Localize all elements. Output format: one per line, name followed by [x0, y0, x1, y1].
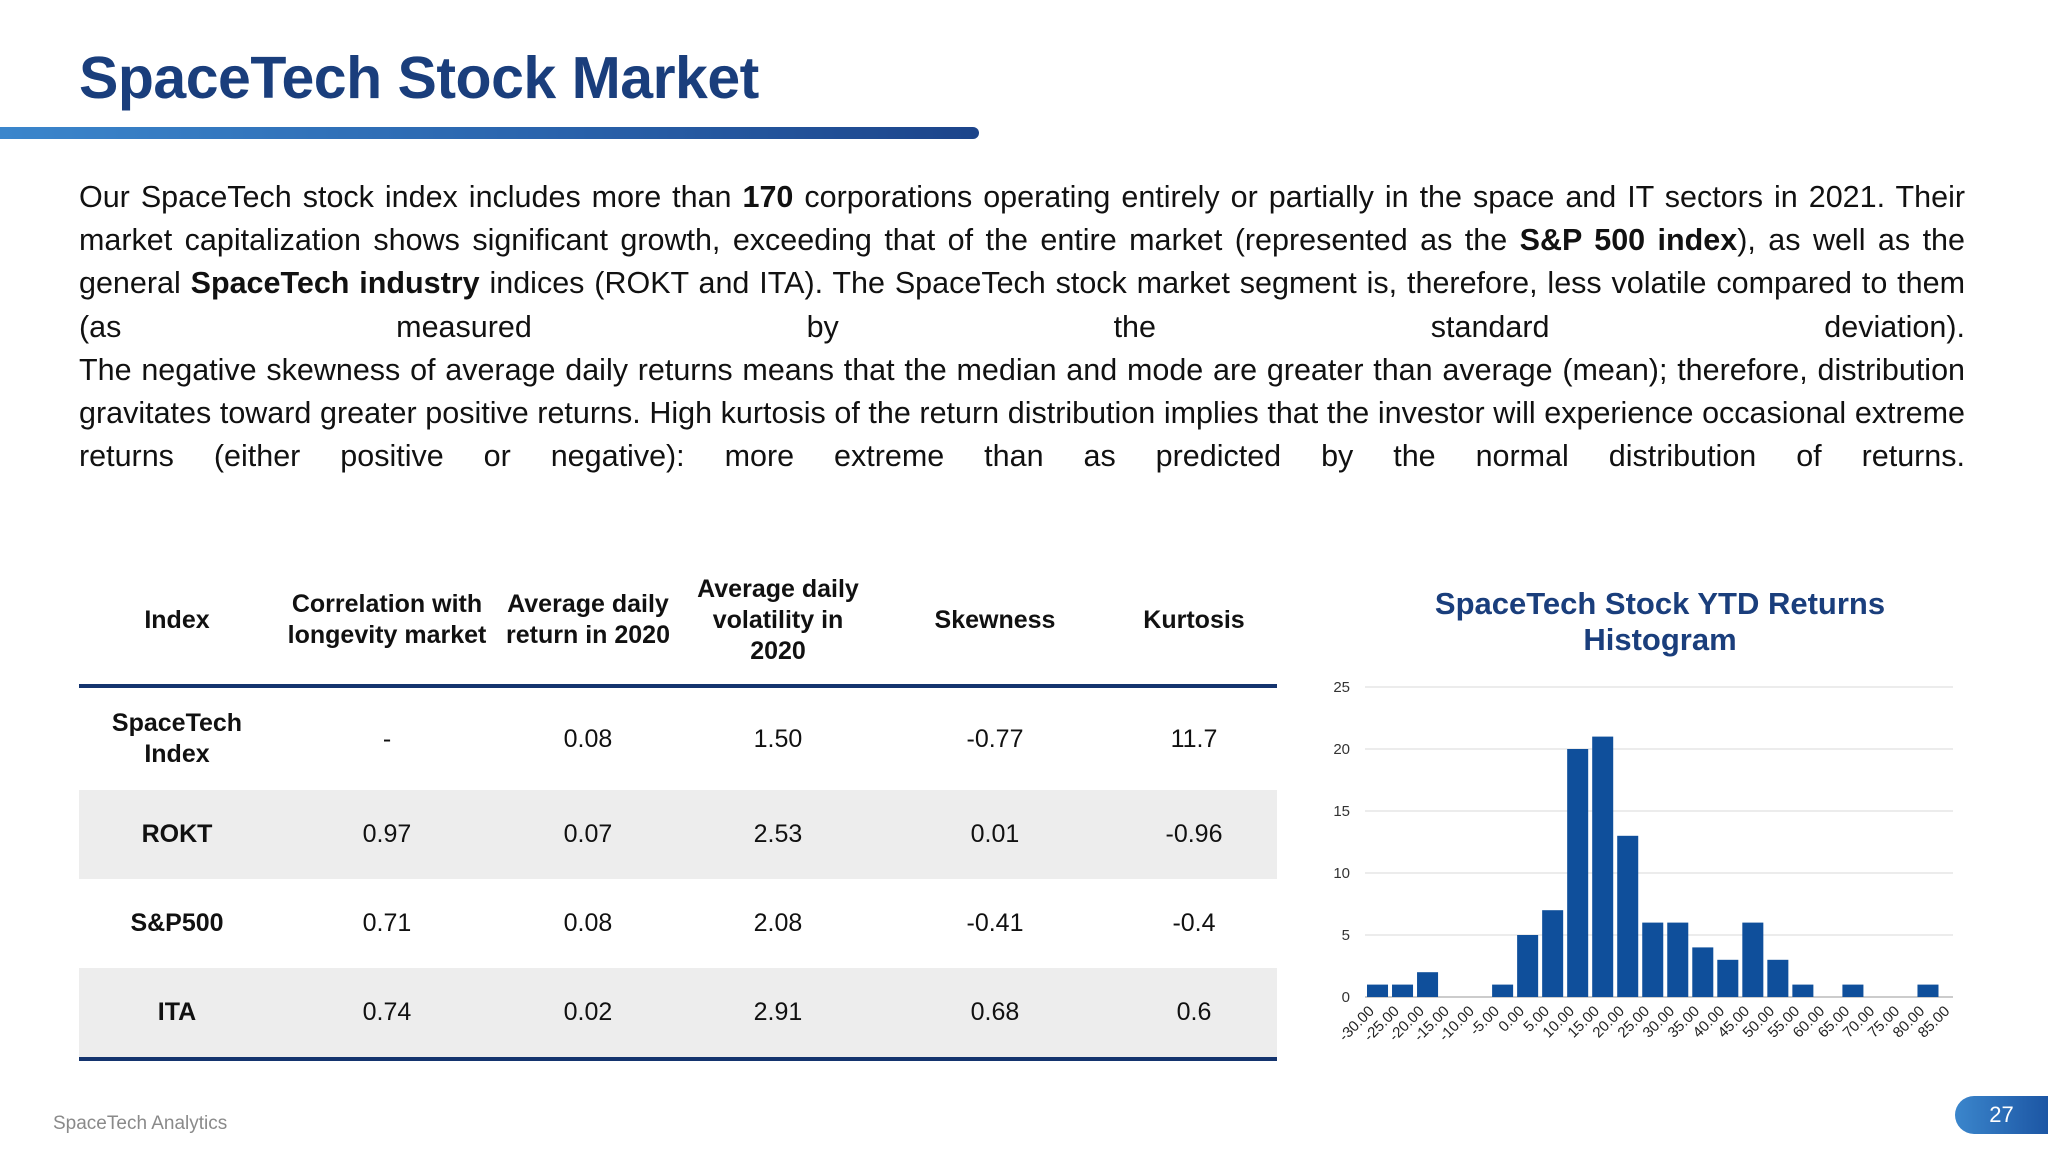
- cell-index-name: ROKT: [79, 790, 275, 879]
- histogram-bar: [1592, 736, 1614, 997]
- intro-text-run: corporations operating entirely or parti…: [79, 180, 1966, 258]
- intro-text: Our SpaceTech stock index includes more …: [79, 176, 1965, 478]
- y-tick-label: 0: [1342, 989, 1350, 1006]
- cell-avg-volatility: 2.08: [753, 909, 803, 937]
- intro-text-run: ), as well as the general: [79, 223, 1965, 301]
- cell-avg-return: 0.08: [563, 909, 613, 937]
- histogram-bar: [1542, 910, 1564, 997]
- header-avg-volatility: Average daily volatility in 2020: [677, 556, 879, 688]
- cell-avg-return: 0.07: [499, 790, 677, 879]
- y-tick-label: 20: [1333, 741, 1350, 758]
- cell-avg-volatility: 2.53: [677, 790, 879, 879]
- histogram-bar: [1742, 922, 1764, 997]
- cell-correlation: 0.97: [275, 790, 499, 879]
- cell-avg-volatility: 1.50: [753, 724, 803, 753]
- cell-correlation: 0.71: [362, 909, 412, 937]
- cell-index-name: ITA: [79, 968, 275, 1061]
- table-row: S&P500 0.71 0.08 2.08 -0.41 -0.4: [79, 879, 1277, 968]
- histogram-bar: [1767, 959, 1789, 997]
- histogram-bar: [1517, 935, 1539, 997]
- table-row: ITA 0.74 0.02 2.91 0.68 0.6: [79, 968, 1277, 1061]
- cell-index-name: SpaceTech Index: [111, 709, 243, 768]
- histogram-bar: [1792, 984, 1814, 997]
- header-avg-return: Average daily return in 2020: [499, 556, 677, 688]
- histogram-bar: [1367, 984, 1389, 997]
- y-tick-label: 10: [1333, 865, 1350, 882]
- intro-bold-term: SpaceTech industry: [190, 266, 480, 301]
- table-row: SpaceTech Index - 0.08 1.50 -0.77 11.7: [79, 686, 1277, 790]
- cell-correlation: 0.74: [275, 968, 499, 1061]
- intro-paragraph-2: The negative skewness of average daily r…: [79, 352, 1965, 474]
- cell-skewness: 0.68: [879, 968, 1111, 1061]
- cell-kurtosis: -0.4: [1172, 909, 1216, 937]
- returns-histogram: 0510152025-30.00-25.00-20.00-15.00-10.00…: [1333, 679, 1953, 1045]
- cell-skewness: -0.77: [966, 724, 1024, 753]
- histogram-bar: [1667, 922, 1689, 997]
- intro-bold-term: 170: [742, 180, 794, 214]
- y-tick-label: 5: [1342, 927, 1350, 944]
- histogram-bar: [1567, 749, 1589, 997]
- intro-text-run: indices (ROKT and ITA). The SpaceTech st…: [79, 266, 1965, 344]
- y-tick-label: 15: [1333, 803, 1350, 820]
- cell-correlation: -: [382, 724, 392, 753]
- cell-kurtosis: -0.96: [1111, 790, 1277, 879]
- histogram-title: SpaceTech Stock YTD Returns Histogram: [1434, 586, 1886, 657]
- cell-index-name: S&P500: [130, 909, 224, 937]
- y-tick-label: 25: [1333, 679, 1350, 696]
- header-kurtosis: Kurtosis: [1111, 556, 1277, 688]
- histogram-bar: [1492, 984, 1514, 997]
- page-title: SpaceTech Stock Market: [79, 45, 759, 111]
- table-row: ROKT 0.97 0.07 2.53 0.01 -0.96: [79, 790, 1277, 879]
- histogram-bar: [1692, 947, 1714, 997]
- footer-brand: SpaceTech Analytics: [53, 1113, 228, 1134]
- histogram-bar: [1842, 984, 1864, 997]
- histogram-bar: [1617, 835, 1639, 997]
- table-header-row: Index Correlation with longevity market …: [79, 556, 1277, 688]
- histogram-bar: [1717, 959, 1739, 997]
- histogram-bar: [1417, 972, 1439, 997]
- cell-avg-volatility: 2.91: [677, 968, 879, 1061]
- x-tick-label: 0.00: [1495, 1003, 1528, 1036]
- cell-kurtosis: 11.7: [1170, 724, 1218, 753]
- intro-paragraph-1: Our SpaceTech stock index includes more …: [79, 176, 1965, 349]
- cell-avg-return: 0.02: [499, 968, 677, 1061]
- title-underline-bar: [0, 127, 979, 139]
- intro-bold-term: S&P 500 index: [1519, 223, 1738, 258]
- histogram-bar: [1642, 922, 1664, 997]
- index-statistics-table: Index Correlation with longevity market …: [79, 556, 1277, 1061]
- cell-avg-return: 0.08: [563, 724, 613, 753]
- header-skewness: Skewness: [879, 556, 1111, 688]
- cell-skewness: 0.01: [879, 790, 1111, 879]
- intro-text-run: Our SpaceTech stock index includes more …: [79, 180, 743, 214]
- header-index: Index: [79, 556, 275, 688]
- cell-skewness: -0.41: [966, 909, 1024, 937]
- cell-kurtosis: 0.6: [1111, 968, 1277, 1061]
- histogram-bar: [1917, 984, 1939, 997]
- header-correlation: Correlation with longevity market: [275, 556, 499, 688]
- page-number-badge: 27: [1955, 1096, 2048, 1134]
- histogram-bar: [1392, 984, 1414, 997]
